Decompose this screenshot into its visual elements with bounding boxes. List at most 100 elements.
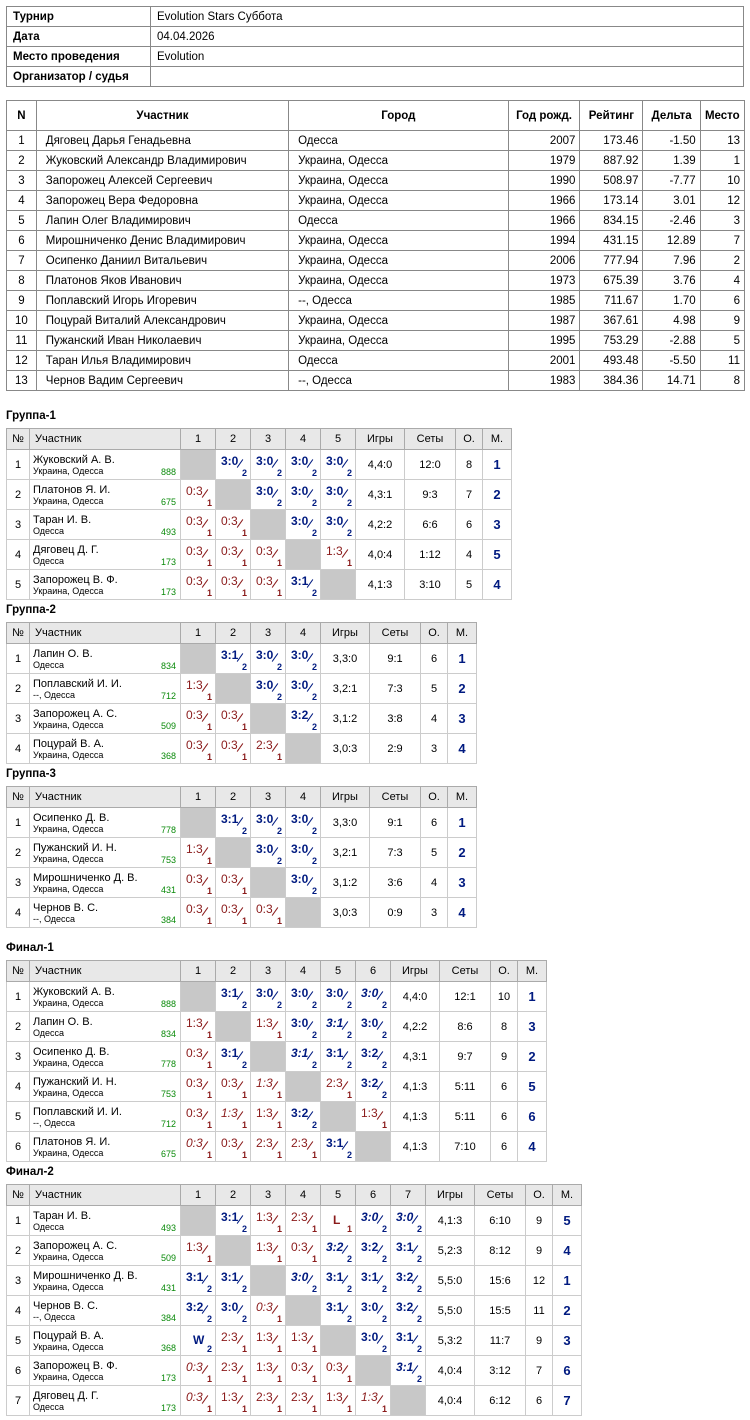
player-city: Одесса (33, 1401, 65, 1412)
participants-header: Год рожд. (507, 100, 581, 131)
participant-cell: 3 (6, 170, 37, 191)
participant-cell: 1966 (507, 210, 581, 231)
group-row: 5 Запорожец В. Ф. Украина, Одесса 173 0:3 1 0:… (6, 569, 512, 600)
result-score: 3:1 (326, 1300, 344, 1314)
player-sets: 3:6 (369, 867, 421, 898)
participant-cell: 7.96 (642, 250, 701, 271)
result-score: 3:1 (221, 1046, 239, 1060)
group-header: 2 (215, 960, 251, 982)
player-name: Поцурай В. А. (33, 737, 104, 750)
tournament-info-table: Турнир Evolution Stars Суббота Дата 04.04.2… (6, 6, 744, 87)
self-cell (285, 539, 321, 570)
result-score: 3:2 (396, 1300, 414, 1314)
group-row: 2 Запорожец А. С. Украина, Одесса 509 1:3 1 1:… (6, 1235, 582, 1266)
result-cell: 0:3 1 (250, 1295, 286, 1326)
player-cell: Запорожец В. Ф. Украина, Одесса 173 (29, 569, 181, 600)
player-place: 7 (552, 1385, 582, 1416)
participant-cell: -1.50 (642, 130, 701, 151)
result-score: 3:0 (326, 484, 344, 498)
player-place: 4 (447, 897, 477, 928)
result-score: 3:1 (186, 1270, 204, 1284)
player-cell: Чернов В. С. --, Одесса 384 (29, 1295, 181, 1326)
group-row: 3 Мирошниченко Д. В. Украина, Одесса 431 3:1… (6, 1265, 582, 1296)
player-place: 3 (447, 867, 477, 898)
player-number: 1 (6, 981, 30, 1012)
result-points: 2 (346, 468, 352, 478)
result-score: 3:0 (291, 812, 309, 826)
player-place: 3 (552, 1325, 582, 1356)
result-points: 2 (381, 1060, 387, 1070)
result-cell: 1:3 1 (285, 1325, 321, 1356)
player-rating: 509 (160, 721, 176, 731)
player-place: 1 (517, 981, 547, 1012)
group-header: № (6, 428, 30, 450)
result-points: 2 (241, 1224, 247, 1234)
result-cell: 2:3 1 (285, 1205, 321, 1236)
result-points: 1 (276, 588, 282, 598)
player-cell: Дяговец Д. Г. Одесса 173 (29, 539, 181, 570)
result-score: 3:0 (326, 454, 344, 468)
player-sets: 6:6 (404, 509, 456, 540)
result-score: 0:3 (186, 1136, 203, 1150)
player-points: 8 (455, 449, 483, 480)
self-cell (180, 449, 216, 480)
result-points: 2 (241, 1060, 247, 1070)
player-rating: 712 (160, 691, 176, 701)
result-cell: 3:2 2 (180, 1295, 216, 1326)
group-header: М. (517, 960, 547, 982)
result-score: 0:3 (186, 1076, 203, 1090)
result-score: 3:1 (291, 574, 309, 588)
player-city: Украина, Одесса (33, 1341, 104, 1352)
player-city: Украина, Одесса (33, 1087, 104, 1098)
player-sets: 9:1 (369, 643, 421, 674)
result-cell: 3:0 2 (355, 1011, 391, 1042)
group-table: № Участник 1 2 3 4 5 6 7 Игры Сеты О. М. 1 Таран И. В.… (6, 1184, 582, 1416)
player-points: 5 (420, 837, 448, 868)
result-cell: 1:3 1 (250, 1205, 286, 1236)
result-score: 0:3 (221, 1136, 238, 1150)
self-cell (285, 733, 321, 764)
participant-cell: 1987 (507, 310, 581, 331)
participant-cell: 1 (699, 150, 746, 171)
result-points: 2 (311, 662, 317, 672)
result-score: 0:3 (256, 544, 273, 558)
participant-cell: 675.39 (579, 270, 644, 291)
result-cell: 3:1 2 (320, 1011, 356, 1042)
player-city: Украина, Одесса (33, 585, 104, 596)
self-cell (320, 1325, 356, 1356)
result-points: 1 (276, 558, 282, 568)
result-cell: 2:3 1 (215, 1325, 251, 1356)
result-cell: 3:1 2 (390, 1235, 426, 1266)
result-points: 2 (311, 1030, 317, 1040)
group-header: Игры (390, 960, 440, 982)
result-cell: 3:0 2 (285, 449, 321, 480)
result-points: 2 (416, 1254, 422, 1264)
player-points: 10 (490, 981, 518, 1012)
player-number: 1 (6, 1205, 30, 1236)
group-row: 7 Дяговец Д. Г. Одесса 173 0:3 1 1:3 1 2:3 1 2:3 1 1… (6, 1385, 582, 1416)
result-points: 1 (346, 1224, 352, 1234)
result-score: 0:3 (221, 738, 238, 752)
result-score: 3:0 (221, 1300, 239, 1314)
info-row: Турнир Evolution Stars Суббота (6, 6, 744, 27)
player-points: 6 (420, 643, 448, 674)
self-cell (250, 703, 286, 734)
result-score: 3:0 (326, 514, 344, 528)
player-city: Одесса (33, 525, 65, 536)
result-cell: 3:2 2 (355, 1041, 391, 1072)
player-name: Дяговец Д. Г. (33, 543, 99, 556)
group-row: 3 Осипенко Д. В. Украина, Одесса 778 0:3 1 3:1… (6, 1041, 547, 1072)
result-letter: W (193, 1333, 205, 1347)
player-place: 2 (482, 479, 512, 510)
result-cell: 0:3 1 (215, 569, 251, 600)
result-cell: 3:1 2 (355, 1265, 391, 1296)
player-city: --, Одесса (33, 689, 76, 700)
group-header: 1 (180, 786, 216, 808)
result-cell: 0:3 1 (215, 1131, 251, 1162)
participants-header: Город (288, 100, 509, 131)
player-place: 1 (552, 1265, 582, 1296)
result-cell: 3:0 2 (285, 807, 321, 838)
player-number: 2 (6, 1011, 30, 1042)
player-games: 4,0:4 (425, 1385, 475, 1416)
